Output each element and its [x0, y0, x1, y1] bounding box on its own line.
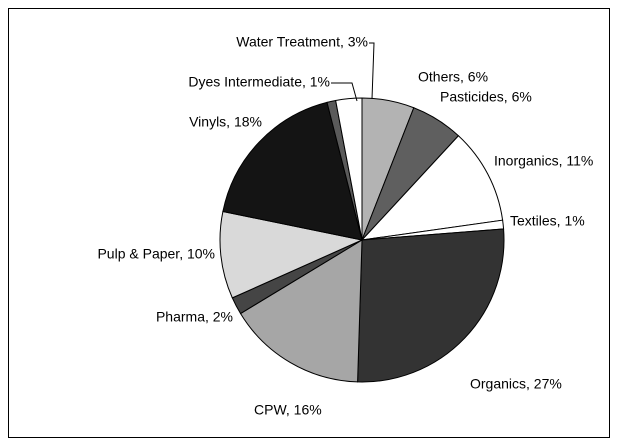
data-label: CPW, 16% [254, 402, 322, 418]
data-label: Textiles, 1% [510, 213, 585, 229]
data-label: Water Treatment, 3% [236, 34, 368, 50]
data-label: Organics, 27% [470, 376, 562, 392]
data-label: Dyes Intermediate, 1% [188, 74, 330, 90]
data-label: Others, 6% [418, 69, 488, 85]
pie-slice [222, 101, 363, 241]
data-label: Pasticides, 6% [440, 89, 532, 105]
pie-slice [239, 239, 363, 383]
leader-line [369, 42, 375, 100]
data-label: Pulp & Paper, 10% [97, 246, 215, 262]
data-label: Vinyls, 18% [189, 114, 262, 130]
data-label: Inorganics, 11% [494, 153, 593, 169]
pie-slice [357, 228, 505, 383]
pie-slice [335, 97, 363, 241]
pie-slice [360, 135, 504, 241]
leader-line [331, 82, 358, 102]
data-label: Pharma, 2% [156, 309, 233, 325]
